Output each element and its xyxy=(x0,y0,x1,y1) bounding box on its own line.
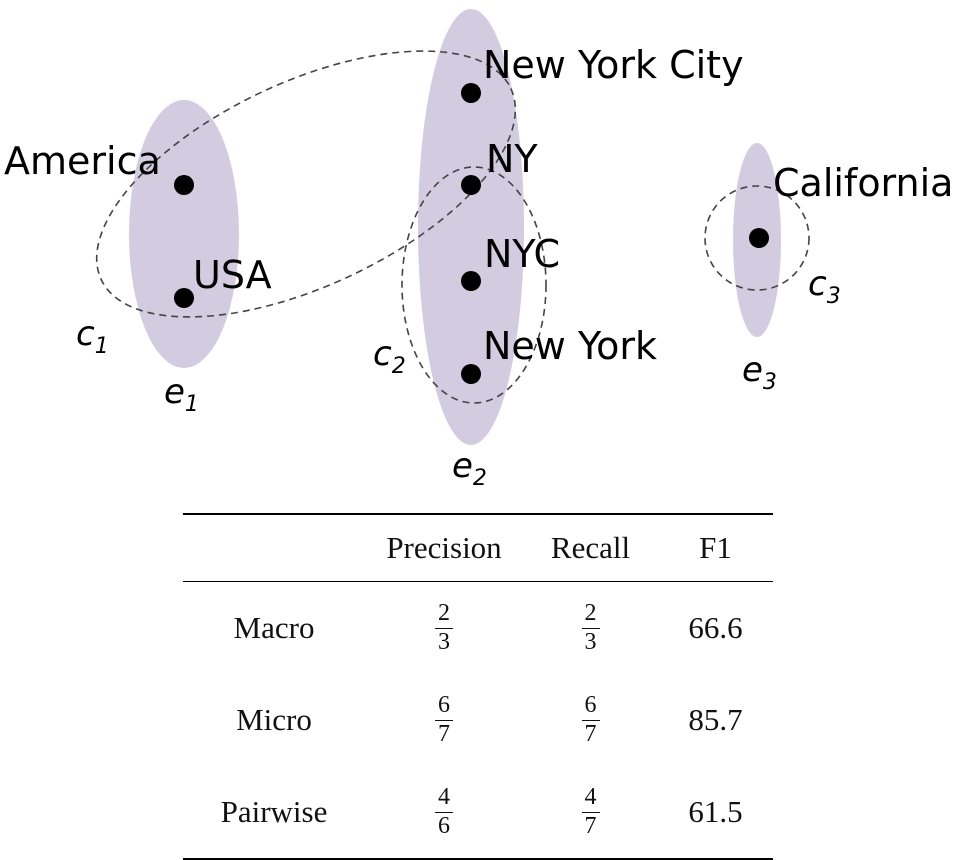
entity-cluster-diagram: America USA New York City NY NYC New Yor… xyxy=(4,9,953,491)
label-e3: e3 xyxy=(742,350,777,395)
row-label: Micro xyxy=(236,702,312,737)
label-ny: NY xyxy=(486,137,538,181)
header-f1: F1 xyxy=(699,530,732,565)
point-america xyxy=(174,175,194,195)
cluster-c2-outline xyxy=(401,166,547,404)
label-new-york-city: New York City xyxy=(483,43,744,87)
header-precision: Precision xyxy=(386,530,502,565)
point-new-york xyxy=(461,364,481,384)
label-e1: e1 xyxy=(164,372,199,417)
entity-e2-region xyxy=(418,9,524,445)
header-recall: Recall xyxy=(550,530,631,565)
label-c2: c2 xyxy=(373,334,406,379)
label-c3: c3 xyxy=(808,264,841,309)
point-usa xyxy=(174,288,194,308)
cluster-c3-outline xyxy=(704,185,810,291)
f1-cell: 61.5 xyxy=(688,794,743,829)
row-label: Pairwise xyxy=(220,794,328,829)
point-ny xyxy=(461,175,481,195)
point-nyc xyxy=(461,271,481,291)
f1-cell: 85.7 xyxy=(688,702,743,737)
label-nyc: NYC xyxy=(484,232,560,276)
entity-e1-region xyxy=(129,100,239,368)
table-header-row: Precision Recall F1 xyxy=(183,514,773,582)
label-america: America xyxy=(4,139,161,183)
point-california xyxy=(749,228,769,248)
header-empty xyxy=(183,514,365,582)
label-new-york: New York xyxy=(483,324,657,368)
f1-cell: 66.6 xyxy=(688,610,743,645)
label-c1: c1 xyxy=(76,314,109,359)
point-new-york-city xyxy=(461,83,481,103)
label-usa: USA xyxy=(193,253,272,297)
row-label: Macro xyxy=(233,610,315,645)
cluster-c1-outline xyxy=(95,50,517,318)
label-e2: e2 xyxy=(452,446,487,491)
label-california: California xyxy=(773,161,953,205)
